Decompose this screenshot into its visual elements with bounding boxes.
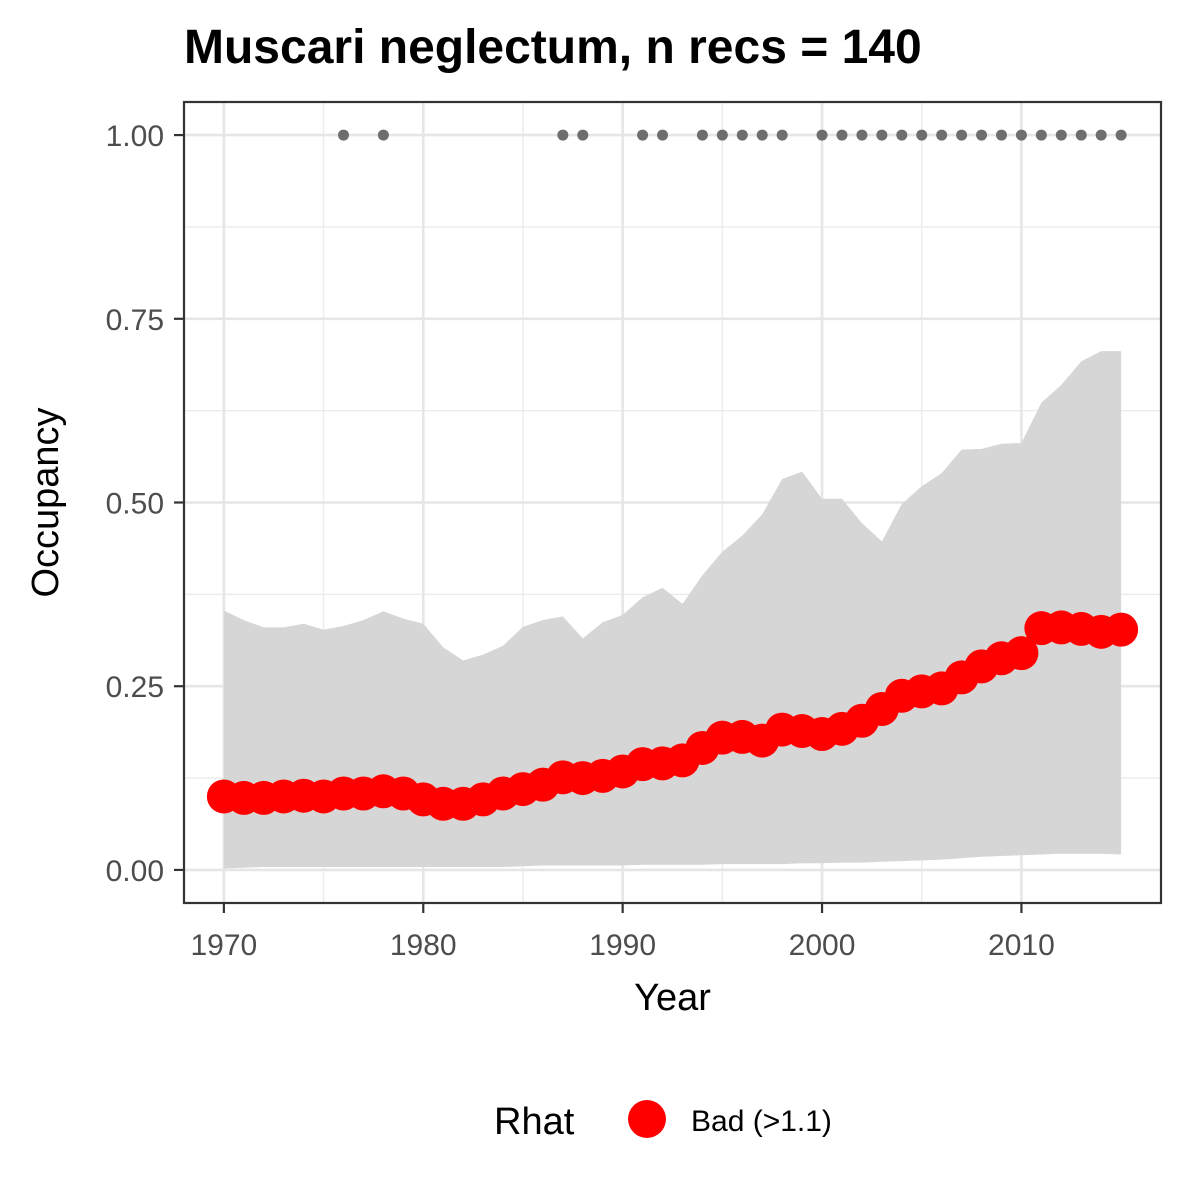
legend-label-bad: Bad (>1.1) [691,1105,832,1138]
y-axis: 0.00 0.25 0.50 0.75 1.00 [106,120,184,888]
x-axis-title: Year [634,977,711,1019]
x-tick-label: 1970 [191,929,258,962]
record-point [836,129,848,141]
legend: Rhat Bad (>1.1) [494,1100,832,1143]
x-tick-label: 2000 [789,929,856,962]
record-point [896,129,908,141]
legend-title: Rhat [494,1101,575,1143]
record-point [557,129,569,141]
record-point [1095,129,1107,141]
record-point [816,129,828,141]
record-point [338,129,350,141]
record-point [657,129,669,141]
x-tick-label: 2010 [988,929,1055,962]
record-point [1115,129,1127,141]
chart-title: Muscari neglectum, n recs = 140 [184,21,922,74]
record-point [377,129,389,141]
y-tick-label: 0.00 [106,855,164,888]
credible-interval-layer [223,351,1122,869]
record-point [696,129,708,141]
x-tick-label: 1990 [589,929,656,962]
record-point [637,129,649,141]
record-point [956,129,968,141]
y-axis-title: Occupancy [25,407,67,597]
record-point [1015,129,1027,141]
occupancy-point [1004,636,1039,671]
record-point [1055,129,1067,141]
x-tick-label: 1980 [390,929,457,962]
occupancy-point [1104,612,1139,647]
record-point [776,129,788,141]
record-point [756,129,768,141]
record-point [995,129,1007,141]
record-point [876,129,888,141]
occupancy-points-layer [206,610,1139,821]
record-point [736,129,748,141]
record-point [936,129,948,141]
legend-key-bad [628,1100,666,1138]
record-point [916,129,928,141]
record-point [577,129,589,141]
record-point [976,129,988,141]
y-tick-label: 0.25 [106,671,164,704]
x-axis: 1970 1980 1990 2000 2010 [191,903,1055,962]
y-tick-label: 0.50 [106,488,164,521]
record-point [1035,129,1047,141]
record-point [716,129,728,141]
credible-interval-ribbon [223,351,1122,869]
record-point [856,129,868,141]
y-tick-label: 1.00 [106,120,164,153]
record-point [1075,129,1087,141]
y-tick-label: 0.75 [106,304,164,337]
record-points-layer [338,129,1127,141]
